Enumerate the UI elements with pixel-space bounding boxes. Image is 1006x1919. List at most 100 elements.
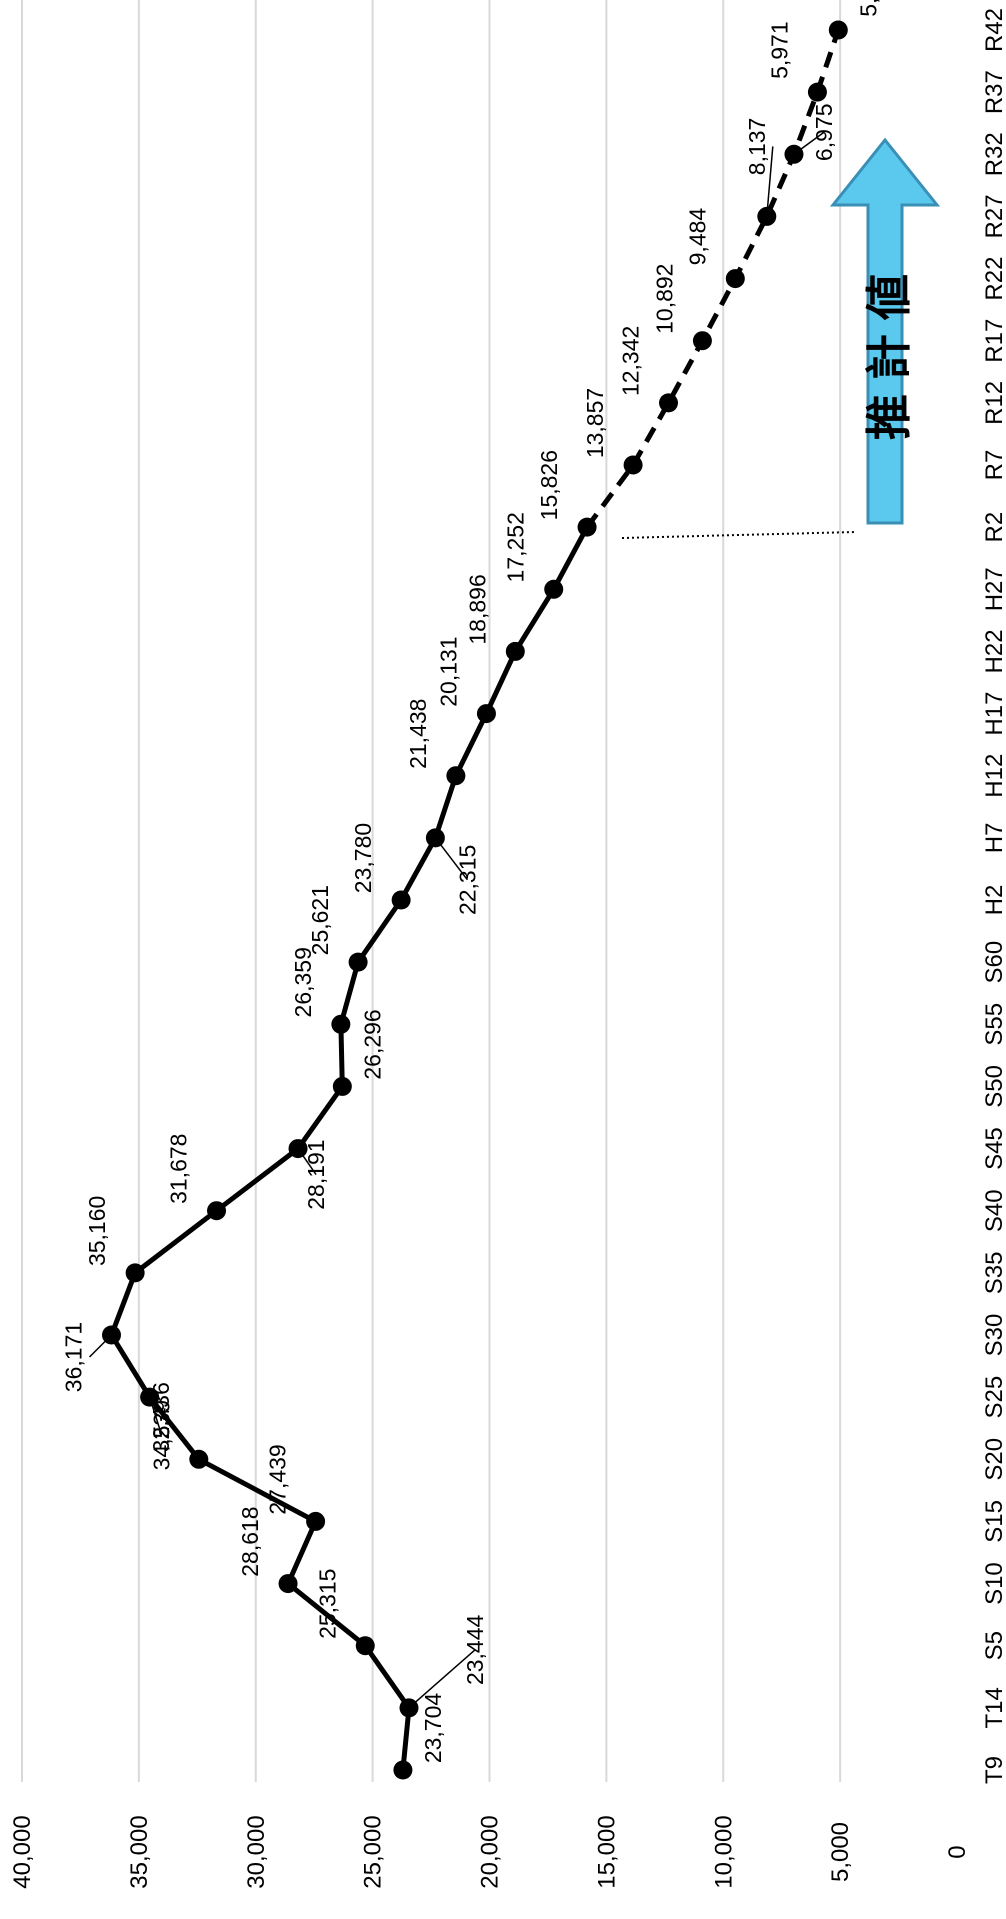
estimate-annotation: 推計値 [621, 137, 941, 539]
data-point [623, 455, 643, 475]
data-point [355, 1636, 375, 1656]
category-tick-label: S35 [981, 1252, 1006, 1295]
category-tick-label: T9 [981, 1756, 1006, 1784]
data-point [725, 269, 745, 289]
category-tick-label: T14 [981, 1687, 1006, 1728]
data-label: 36,171 [61, 1322, 87, 1392]
data-point [505, 641, 525, 661]
category-tick-label: H2 [981, 885, 1006, 916]
value-tick-label: 20,000 [477, 1815, 504, 1888]
data-label: 32,436 [148, 1382, 174, 1452]
data-point [446, 766, 466, 786]
category-tick-label: R32 [981, 132, 1006, 176]
category-tick-label: S60 [981, 941, 1006, 984]
data-point [757, 206, 777, 226]
data-point [393, 1760, 413, 1780]
category-tick-label: S30 [981, 1314, 1006, 1357]
data-point [331, 1014, 351, 1034]
data-label: 13,857 [582, 388, 608, 458]
data-label: 26,296 [359, 1009, 385, 1079]
data-point [332, 1076, 352, 1096]
category-tick-label: S40 [981, 1189, 1006, 1232]
data-point [278, 1574, 298, 1594]
category-tick-label: R22 [981, 257, 1006, 301]
estimate-label: 推計値 [863, 260, 915, 440]
data-label: 27,439 [265, 1444, 291, 1514]
gridlines [21, 0, 842, 1782]
value-tick-label: 35,000 [126, 1815, 153, 1888]
data-label: 25,315 [314, 1569, 340, 1639]
data-point [189, 1449, 209, 1469]
data-label: 20,131 [435, 636, 461, 706]
category-tick-label: S5 [981, 1631, 1006, 1660]
data-label: 26,359 [290, 947, 316, 1017]
data-label: 28,191 [303, 1139, 329, 1209]
data-point [425, 828, 445, 848]
category-tick-label: H22 [981, 629, 1006, 673]
data-point [692, 331, 712, 351]
value-tick-label: 25,000 [360, 1815, 387, 1888]
category-tick-label: R42 [981, 8, 1006, 52]
estimate-series-line [585, 29, 841, 529]
data-label: 18,896 [464, 574, 490, 644]
data-point [306, 1511, 326, 1531]
data-point [828, 20, 848, 40]
value-tick-label: 15,000 [593, 1815, 620, 1888]
data-point [784, 144, 804, 164]
category-tick-label: S15 [981, 1500, 1006, 1543]
data-points [102, 20, 848, 1780]
label-leader-lines [88, 131, 825, 1709]
data-label: 23,444 [462, 1614, 488, 1685]
data-label: 31,678 [166, 1134, 192, 1204]
category-tick-label: R2 [981, 512, 1006, 543]
value-tick-label: 0 [944, 1845, 971, 1858]
data-label: 5,971 [766, 21, 792, 79]
category-tick-label: S55 [981, 1003, 1006, 1046]
category-tick-label: S50 [981, 1065, 1006, 1108]
data-point [659, 393, 679, 413]
data-label: 25,621 [307, 885, 333, 955]
data-point [288, 1139, 308, 1159]
data-label: 10,892 [651, 264, 677, 334]
data-label: 28,618 [237, 1506, 263, 1576]
category-tick-label: S20 [981, 1438, 1006, 1481]
category-axis: T9 T14 S5 S10 S15 S20 S25 S30 S35 S40 S45 S50 S55 S60… [981, 8, 1006, 1784]
data-label: 35,160 [84, 1196, 110, 1266]
category-tick-label: S45 [981, 1127, 1006, 1170]
data-point [544, 579, 564, 599]
category-tick-label: R12 [981, 381, 1006, 425]
data-point [102, 1325, 122, 1345]
estimate-arrow [829, 137, 941, 525]
data-label: 17,252 [503, 512, 529, 582]
estimate-start-connector [621, 531, 856, 539]
category-tick-label: R7 [981, 450, 1006, 481]
data-point [807, 82, 827, 102]
data-point [140, 1387, 160, 1407]
category-tick-label: R37 [981, 70, 1006, 114]
data-point [125, 1263, 145, 1283]
data-point [207, 1201, 227, 1221]
data-label: 22,315 [454, 845, 480, 915]
value-tick-label: 30,000 [243, 1815, 270, 1888]
data-label: 23,780 [350, 823, 376, 893]
data-point [577, 517, 597, 537]
value-tick-label: 10,000 [710, 1815, 737, 1888]
category-tick-label: H7 [981, 823, 1006, 854]
category-tick-label: S25 [981, 1376, 1006, 1419]
value-axis: 0 5,000 10,000 15,000 20,000 25,000 30,000 35,0… [9, 1815, 971, 1888]
data-label: 9,484 [684, 208, 710, 266]
category-tick-label: H27 [981, 567, 1006, 611]
data-label: 6,975 [811, 104, 837, 162]
data-label: 23,704 [420, 1693, 446, 1764]
category-tick-label: H17 [981, 692, 1006, 736]
value-tick-label: 5,000 [827, 1822, 854, 1882]
data-label: 34,539 [149, 1400, 175, 1470]
label-leader-line [408, 1649, 476, 1709]
category-tick-label: S10 [981, 1562, 1006, 1605]
label-leader-line [766, 146, 774, 217]
category-tick-label: H12 [981, 754, 1006, 798]
data-point [391, 890, 411, 910]
data-point [348, 952, 368, 972]
